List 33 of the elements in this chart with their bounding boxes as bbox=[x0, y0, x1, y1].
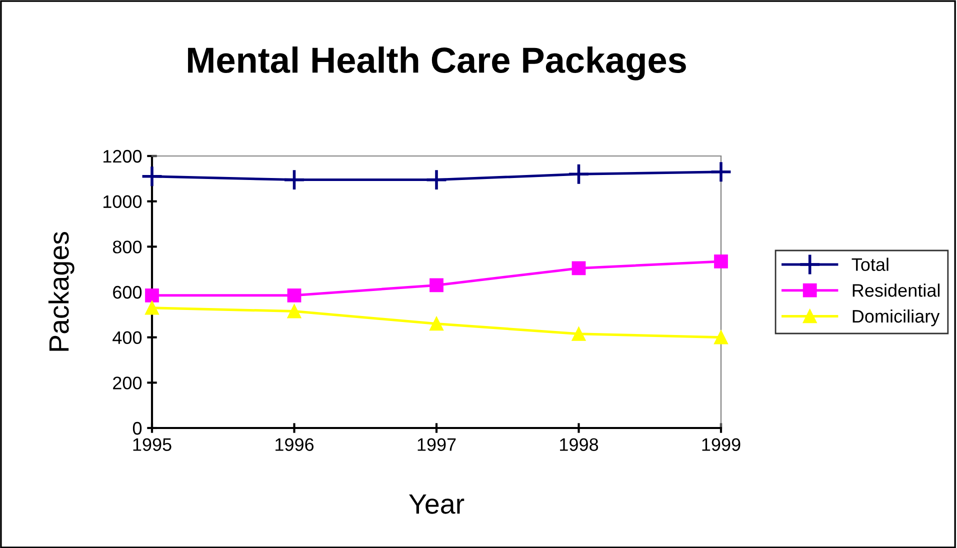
point bbox=[283, 168, 306, 191]
x-tick-label: 1996 bbox=[276, 438, 314, 451]
point bbox=[425, 168, 448, 191]
y-tick-label: 600 bbox=[113, 286, 142, 299]
point bbox=[572, 261, 586, 276]
point bbox=[714, 254, 728, 268]
x-tick-label: 1998 bbox=[560, 438, 598, 451]
y-tick-label: 400 bbox=[112, 331, 142, 344]
legend-label: Residential bbox=[852, 284, 940, 297]
point bbox=[714, 330, 728, 344]
x-tick-label: 1995 bbox=[133, 438, 172, 451]
x-tick-label: 1997 bbox=[418, 438, 456, 451]
y-tick-label: 1200 bbox=[103, 150, 142, 163]
point bbox=[568, 163, 590, 186]
chart-title: Mental Health Care Packages bbox=[188, 46, 686, 80]
point bbox=[287, 304, 302, 318]
y-tick-label: 200 bbox=[113, 376, 142, 390]
y-tick-label: 0 bbox=[132, 422, 142, 435]
point bbox=[430, 316, 444, 331]
x-axis-title: Year bbox=[409, 494, 464, 514]
legend-label: Total bbox=[852, 258, 888, 271]
point bbox=[710, 160, 732, 183]
point bbox=[145, 300, 159, 315]
y-tick-label: 800 bbox=[112, 240, 142, 254]
x-tick-label: 1999 bbox=[702, 438, 740, 451]
point bbox=[287, 288, 302, 302]
legend-label: Domiciliary bbox=[852, 309, 940, 326]
point bbox=[430, 278, 444, 292]
y-axis-title: Packages bbox=[48, 232, 74, 351]
point bbox=[140, 165, 164, 188]
y-tick-label: 1000 bbox=[103, 195, 142, 208]
point bbox=[145, 288, 159, 302]
point bbox=[572, 326, 586, 341]
